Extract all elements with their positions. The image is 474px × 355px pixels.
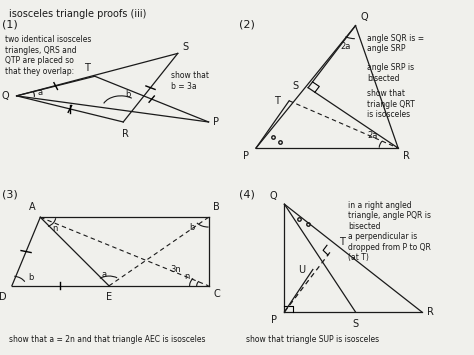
Text: 2a: 2a: [367, 131, 377, 140]
Text: P: P: [213, 117, 219, 127]
Text: show that a = 2n and that triangle AEC is isosceles: show that a = 2n and that triangle AEC i…: [9, 335, 206, 344]
Text: in a right angled
triangle, angle PQR is
bisected
a perpendicular is
dropped fro: in a right angled triangle, angle PQR is…: [348, 201, 431, 262]
Text: D: D: [0, 293, 7, 302]
Text: isosceles triangle proofs (iii): isosceles triangle proofs (iii): [9, 9, 147, 19]
Text: show that triangle SUP is isosceles: show that triangle SUP is isosceles: [246, 335, 380, 344]
Text: (2): (2): [239, 19, 255, 29]
Text: S: S: [182, 42, 189, 52]
Text: R: R: [403, 151, 410, 162]
Text: T: T: [274, 96, 280, 106]
Text: S: S: [353, 318, 358, 328]
Text: b: b: [189, 223, 195, 231]
Text: Q: Q: [2, 91, 9, 101]
Text: a: a: [102, 270, 107, 279]
Text: E: E: [106, 293, 112, 302]
Text: R: R: [427, 307, 434, 317]
Text: b: b: [125, 90, 131, 99]
Text: 3n: 3n: [170, 265, 181, 274]
Text: show that
triangle QRT
is isosceles: show that triangle QRT is isosceles: [367, 89, 415, 119]
Text: n: n: [184, 272, 190, 280]
Text: U: U: [299, 264, 306, 274]
Text: angle SQR is =
angle SRP: angle SQR is = angle SRP: [367, 34, 425, 53]
Text: (3): (3): [2, 190, 18, 200]
Text: show that
b = 3a: show that b = 3a: [171, 71, 209, 91]
Text: 2a: 2a: [341, 42, 351, 51]
Text: T: T: [84, 63, 90, 73]
Text: P: P: [243, 151, 249, 162]
Text: P: P: [271, 315, 277, 325]
Text: angle SRP is
bisected: angle SRP is bisected: [367, 63, 414, 83]
Text: Q: Q: [360, 12, 368, 22]
Text: A: A: [29, 202, 36, 212]
Text: a: a: [38, 88, 43, 97]
Text: B: B: [213, 202, 220, 212]
Text: R: R: [122, 129, 129, 138]
Text: C: C: [213, 289, 220, 299]
Text: T: T: [339, 237, 345, 247]
Text: n: n: [52, 224, 57, 233]
Text: two identical isosceles
triangles, QRS and
QTP are placed so
that they overlap:: two identical isosceles triangles, QRS a…: [5, 36, 91, 76]
Text: b: b: [28, 273, 34, 282]
Text: (1): (1): [2, 19, 18, 29]
Text: (4): (4): [239, 190, 255, 200]
Text: Q: Q: [270, 191, 277, 201]
Text: S: S: [292, 81, 299, 91]
